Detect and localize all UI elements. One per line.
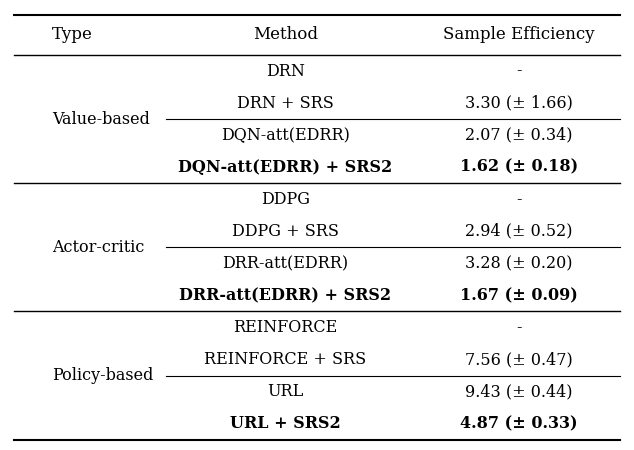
Text: REINFORCE + SRS: REINFORCE + SRS — [204, 351, 366, 368]
Text: 2.94 (± 0.52): 2.94 (± 0.52) — [465, 223, 573, 240]
Text: 9.43 (± 0.44): 9.43 (± 0.44) — [465, 383, 573, 400]
Text: 7.56 (± 0.47): 7.56 (± 0.47) — [465, 351, 573, 368]
Text: -: - — [516, 191, 522, 208]
Text: URL: URL — [268, 383, 304, 400]
Text: -: - — [516, 63, 522, 80]
Text: DQN-att(EDRR): DQN-att(EDRR) — [221, 127, 350, 144]
Text: 4.87 (± 0.33): 4.87 (± 0.33) — [460, 415, 578, 432]
Text: 3.28 (± 0.20): 3.28 (± 0.20) — [465, 255, 573, 272]
Text: Actor-critic: Actor-critic — [52, 239, 145, 256]
Text: REINFORCE: REINFORCE — [233, 319, 337, 336]
Text: Method: Method — [253, 27, 318, 44]
Text: DDPG + SRS: DDPG + SRS — [232, 223, 339, 240]
Text: DRR-att(EDRR): DRR-att(EDRR) — [223, 255, 349, 272]
Text: 2.07 (± 0.34): 2.07 (± 0.34) — [465, 127, 573, 144]
Text: Type: Type — [52, 27, 93, 44]
Text: 1.67 (± 0.09): 1.67 (± 0.09) — [460, 287, 578, 304]
Text: DRN + SRS: DRN + SRS — [237, 94, 334, 112]
Text: Policy-based: Policy-based — [52, 367, 153, 384]
Text: DQN-att(EDRR) + SRS2: DQN-att(EDRR) + SRS2 — [178, 159, 392, 176]
Text: 1.62 (± 0.18): 1.62 (± 0.18) — [460, 159, 578, 176]
Text: DRN: DRN — [266, 63, 305, 80]
Text: -: - — [516, 319, 522, 336]
Text: Value-based: Value-based — [52, 111, 150, 128]
Text: URL + SRS2: URL + SRS2 — [230, 415, 341, 432]
Text: DRR-att(EDRR) + SRS2: DRR-att(EDRR) + SRS2 — [179, 287, 392, 304]
Text: Sample Efficiency: Sample Efficiency — [443, 27, 595, 44]
Text: 3.30 (± 1.66): 3.30 (± 1.66) — [465, 94, 573, 112]
Text: DDPG: DDPG — [261, 191, 310, 208]
